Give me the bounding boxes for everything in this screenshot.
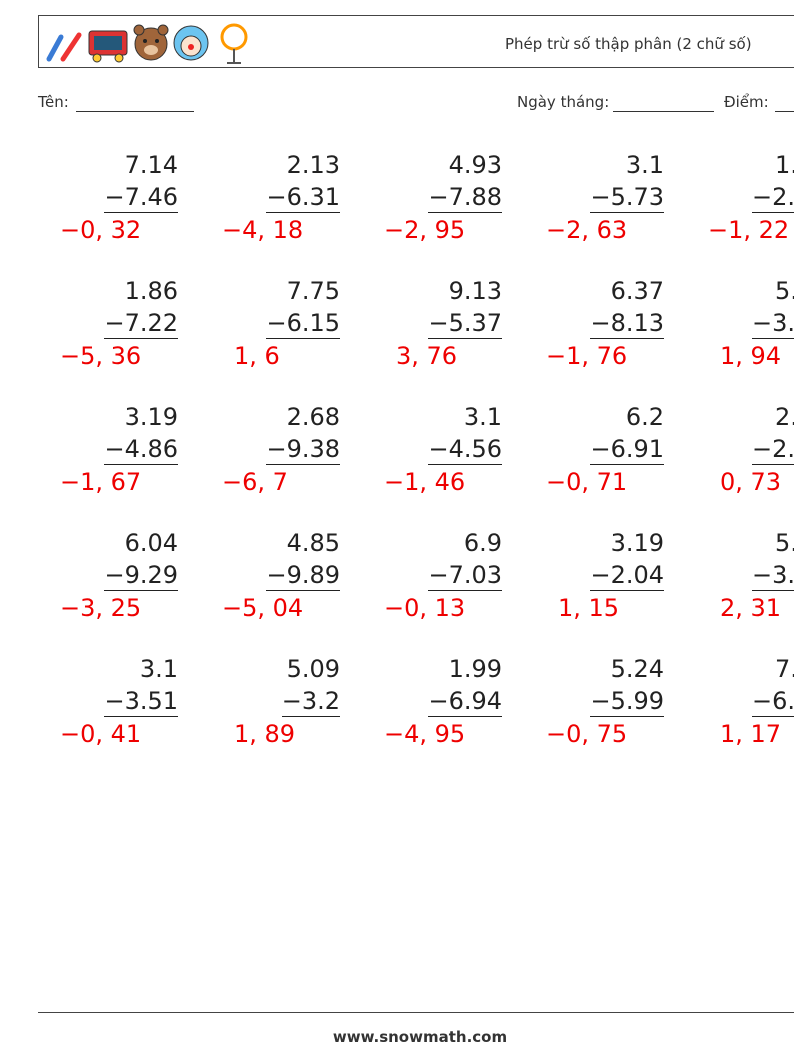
- subtrahend: −8.13: [590, 309, 664, 339]
- minuend: 6.04: [124, 529, 178, 557]
- minuend: 5.8: [775, 529, 794, 557]
- answer: −0, 41: [60, 720, 142, 748]
- answer: −5, 36: [60, 342, 142, 370]
- answer: −1, 67: [60, 468, 142, 496]
- minuend: 1.: [775, 151, 794, 179]
- header-box: [38, 15, 794, 68]
- icon-clown: [173, 25, 209, 61]
- minuend: 3.1: [625, 151, 664, 179]
- subtrahend: −7.22: [104, 309, 178, 339]
- minuend: 1.86: [124, 277, 178, 305]
- subtrahend: −9.29: [104, 561, 178, 591]
- answer: −0, 32: [60, 216, 142, 244]
- minuend: 6.9: [463, 529, 502, 557]
- answer: −0, 13: [384, 594, 466, 622]
- score-line: [775, 111, 794, 112]
- icon-ring: [220, 23, 248, 64]
- subtrahend: −9.89: [266, 561, 340, 591]
- minuend: 7.8: [775, 655, 794, 683]
- minuend: 3.1: [463, 403, 502, 431]
- name-line: [76, 111, 194, 112]
- minuend: 4.93: [448, 151, 502, 179]
- subtrahend: −2.04: [590, 561, 664, 591]
- answer: 1, 6: [234, 342, 280, 370]
- minuend: 5.09: [286, 655, 340, 683]
- minuend: 7.75: [286, 277, 340, 305]
- answer: −1, 22: [708, 216, 790, 244]
- subtrahend: −3.51: [104, 687, 178, 717]
- answer: −1, 76: [546, 342, 628, 370]
- subtrahend: −6.94: [428, 687, 502, 717]
- minuend: 6.2: [625, 403, 664, 431]
- answer: −0, 71: [546, 468, 628, 496]
- name-label: Tên:: [38, 93, 69, 111]
- answer: −0, 75: [546, 720, 628, 748]
- subtrahend: −6.31: [266, 183, 340, 213]
- answer: 3, 76: [396, 342, 458, 370]
- minuend: 2.8: [775, 403, 794, 431]
- title: Phép trừ số thập phân (2 chữ số): [505, 35, 752, 53]
- date-line: [613, 111, 714, 112]
- answer: −2, 95: [384, 216, 466, 244]
- answer: 2, 31: [720, 594, 782, 622]
- subtrahend: −7.88: [428, 183, 502, 213]
- icon-bear: [133, 24, 169, 61]
- minuend: 5.24: [610, 655, 664, 683]
- answer: 1, 94: [720, 342, 782, 370]
- subtrahend: −6.6: [752, 686, 794, 717]
- subtrahend: −2.: [752, 183, 794, 213]
- icon-wagon: [88, 30, 128, 63]
- answer: −6, 7: [222, 468, 288, 496]
- subtrahend: −6.15: [266, 309, 340, 339]
- minuend: 1.99: [448, 655, 502, 683]
- footer-line: [38, 1012, 794, 1013]
- subtrahend: −3.5: [752, 560, 794, 591]
- answer: 1, 89: [234, 720, 296, 748]
- icon-juggling: [46, 32, 82, 62]
- subtrahend: −6.91: [590, 435, 664, 465]
- subtrahend: −5.99: [590, 687, 664, 717]
- minuend: 3.1: [139, 655, 178, 683]
- answer: 1, 15: [558, 594, 620, 622]
- subtrahend: −7.03: [428, 561, 502, 591]
- answer: −4, 95: [384, 720, 466, 748]
- minuend: 7.14: [124, 151, 178, 179]
- website: www.snowmath.com: [332, 1028, 508, 1046]
- subtrahend: −9.38: [266, 435, 340, 465]
- answer: 0, 73: [720, 468, 782, 496]
- answer: −5, 04: [222, 594, 304, 622]
- subtrahend: −4.56: [428, 435, 502, 465]
- minuend: 4.85: [286, 529, 340, 557]
- answer: −3, 25: [60, 594, 142, 622]
- subtrahend: −2.1: [752, 434, 794, 465]
- answer: −4, 18: [222, 216, 304, 244]
- subtrahend: −3.2: [281, 687, 340, 717]
- minuend: 6.37: [610, 277, 664, 305]
- minuend: 3.19: [124, 403, 178, 431]
- subtrahend: −4.86: [104, 435, 178, 465]
- answer: −2, 63: [546, 216, 628, 244]
- subtrahend: −7.46: [104, 183, 178, 213]
- minuend: 9.13: [448, 277, 502, 305]
- subtrahend: −5.37: [428, 309, 502, 339]
- minuend: 5.6: [775, 277, 794, 305]
- header-icons: [46, 23, 248, 64]
- date-label: Ngày tháng:: [517, 93, 610, 111]
- minuend: 2.68: [286, 403, 340, 431]
- answer: −1, 46: [384, 468, 466, 496]
- minuend: 2.13: [286, 151, 340, 179]
- subtrahend: −5.73: [590, 183, 664, 213]
- minuend: 3.19: [610, 529, 664, 557]
- answer: 1, 17: [720, 720, 782, 748]
- score-label: Điểm:: [724, 93, 769, 111]
- subtrahend: −3.6: [752, 308, 794, 339]
